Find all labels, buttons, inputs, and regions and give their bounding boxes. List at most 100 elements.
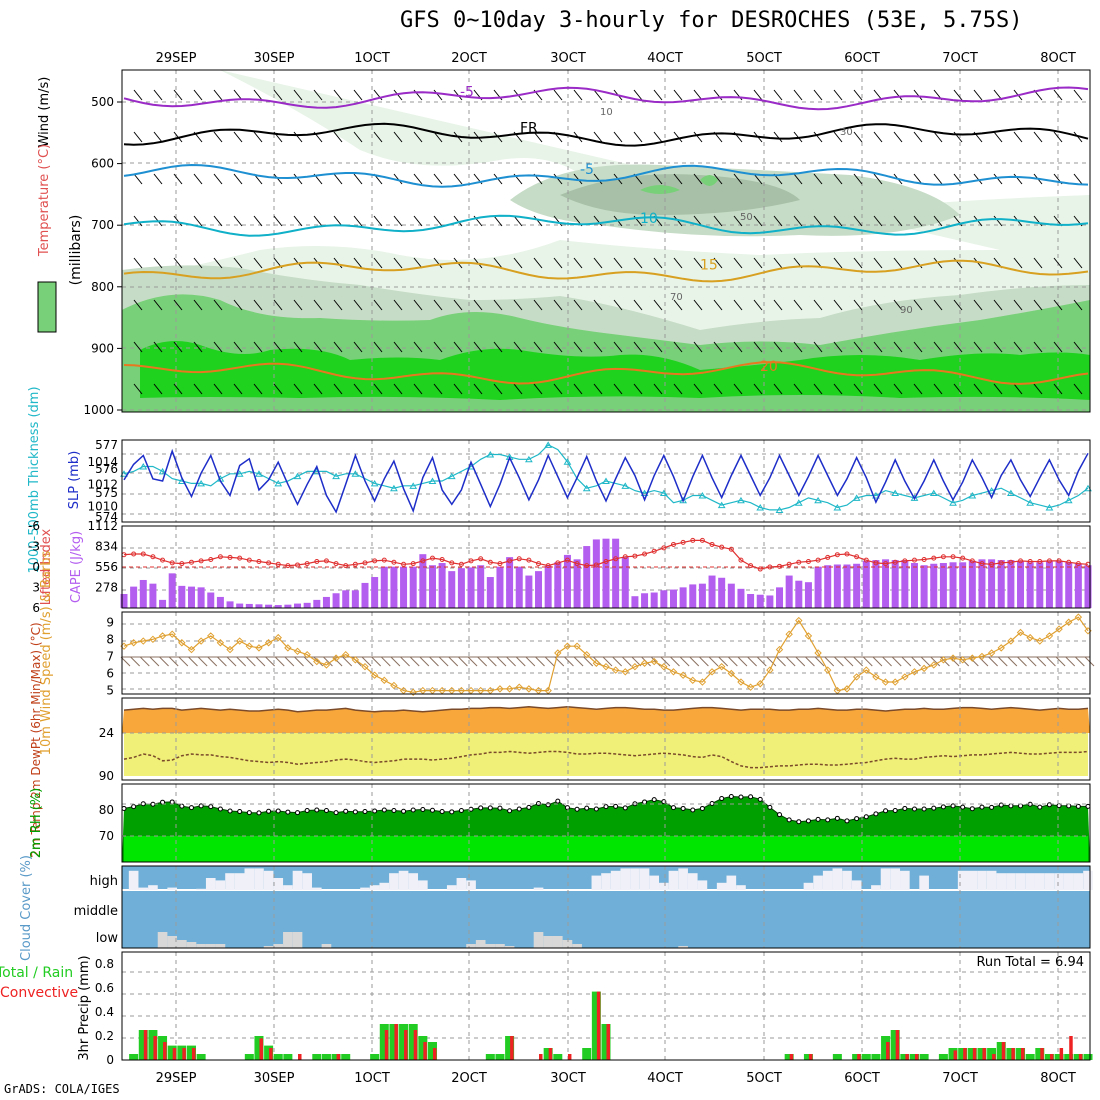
- precip-convective-bar: [182, 1048, 186, 1060]
- y-tick-label: 6: [106, 667, 114, 681]
- y-tick-label-left: -3: [28, 540, 40, 554]
- wind-barb: [413, 257, 423, 269]
- precip-total-bar: [938, 1054, 948, 1060]
- lifted-index-point: [661, 545, 667, 551]
- precip-convective-bar: [905, 1054, 909, 1060]
- cloud-low-bar: [321, 944, 332, 948]
- thickness-point: [968, 491, 977, 499]
- y-tick-label-left: 576: [95, 462, 118, 476]
- panel-label: Wind (m/s): [37, 77, 52, 148]
- wind-barb: [833, 299, 843, 311]
- rh-point: [237, 809, 243, 815]
- cape-bar: [178, 585, 186, 608]
- y-tick-label-right: 1010: [87, 499, 118, 513]
- wind-barb: [993, 341, 1003, 353]
- wind-barb: [673, 383, 683, 395]
- cape-bar: [1084, 565, 1092, 608]
- wind-barb: [173, 341, 183, 353]
- wind-barb: [911, 656, 921, 667]
- wind-barb: [633, 131, 643, 143]
- wind-barb: [993, 173, 1003, 185]
- wind-barb: [188, 656, 198, 667]
- rh-point: [381, 807, 387, 813]
- lifted-index-point: [275, 561, 281, 567]
- rh-point: [295, 810, 301, 816]
- wind-barb: [153, 173, 163, 185]
- wind-barb: [233, 215, 243, 227]
- cape-bar: [303, 602, 311, 608]
- precip-convective-bar: [953, 1050, 958, 1060]
- y-tick-label: 500: [91, 95, 114, 109]
- wind-barb: [197, 656, 208, 667]
- cloud-low-bar: [196, 944, 206, 948]
- cape-bar: [910, 563, 918, 608]
- wind-barb: [273, 383, 283, 395]
- cloud-row-label: low: [96, 931, 119, 946]
- rh-point: [449, 809, 455, 815]
- wind-barb: [433, 215, 443, 227]
- lifted-index-point: [690, 537, 696, 543]
- lifted-index-point: [208, 556, 214, 562]
- cloud-high-bar: [1073, 873, 1084, 890]
- wind-speed-point: [496, 685, 504, 693]
- rh-point: [979, 804, 985, 810]
- cape-bar: [766, 595, 774, 608]
- wind-barb: [236, 656, 247, 667]
- wind-barb: [467, 656, 478, 667]
- cloud-low-bar: [504, 946, 515, 948]
- wind-barb: [593, 89, 603, 101]
- wind-barb: [433, 257, 443, 269]
- lifted-index-point: [651, 548, 657, 554]
- precip-total-bar: [186, 1045, 196, 1060]
- precip-total-bar: [591, 991, 601, 1060]
- wind-barb: [313, 299, 323, 311]
- cape-frame: [121, 525, 1091, 609]
- time-tick-bottom: 29SEP: [156, 1071, 197, 1086]
- wind-barb: [253, 383, 263, 395]
- lifted-index-point: [564, 557, 570, 563]
- precip-convective-bar: [1040, 1048, 1044, 1060]
- rh-point: [902, 805, 908, 811]
- wind-speed-point: [1055, 625, 1063, 633]
- wind-barb: [893, 215, 903, 227]
- y-tick-label: 700: [91, 218, 114, 232]
- credit-label: GrADS: COLA/IGES: [4, 1082, 120, 1096]
- cape-bar: [621, 557, 629, 608]
- wind-barb: [1053, 299, 1063, 311]
- lifted-index-point: [381, 557, 387, 563]
- wind-barb: [689, 656, 700, 667]
- wind-barb: [333, 89, 343, 101]
- cloud-high-bar: [205, 878, 216, 890]
- wind-barb: [333, 215, 343, 227]
- wind-barb: [544, 656, 555, 667]
- wind-barb: [153, 383, 163, 395]
- cape-bar: [872, 560, 880, 608]
- precip-convective-bar: [982, 1048, 986, 1060]
- thickness-point: [197, 479, 206, 487]
- lifted-index-point: [815, 557, 821, 563]
- precip-convective-label: Convective: [0, 985, 78, 1001]
- wind-barb: [930, 656, 941, 667]
- lifted-index-point: [921, 556, 927, 562]
- wind-speed-point: [351, 656, 360, 664]
- precip-total-bar: [784, 1054, 794, 1060]
- wind-barb: [933, 383, 943, 395]
- wind-barb: [1053, 257, 1063, 269]
- wind-speed-line: [123, 616, 1089, 693]
- wind-speed-point: [910, 668, 919, 676]
- wind-barb: [193, 299, 203, 311]
- wind-barb: [1026, 656, 1037, 667]
- cloud-high-bar: [1044, 873, 1055, 890]
- wind-barb: [413, 131, 423, 143]
- wind-barb: [409, 656, 420, 667]
- wind-speed-point: [669, 668, 678, 676]
- rh-point: [815, 816, 821, 822]
- panel-label: Lifted Index: [39, 528, 54, 605]
- thickness-point: [409, 482, 418, 489]
- lifted-index-point: [950, 554, 956, 560]
- cape-bar: [525, 575, 533, 608]
- wind-barb: [1073, 383, 1083, 395]
- wind-barb: [795, 656, 806, 667]
- wind-barb: [393, 173, 403, 185]
- temperature-contour: [123, 361, 1089, 385]
